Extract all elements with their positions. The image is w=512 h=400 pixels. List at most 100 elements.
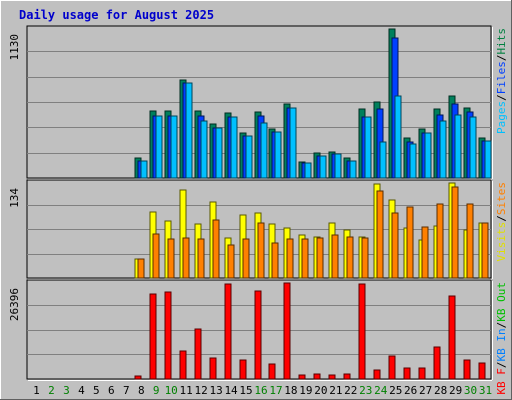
bar-sites-day-13 [212, 219, 220, 279]
bar-kb-f-day-21 [328, 374, 336, 380]
bar-pages-day-13 [215, 127, 223, 179]
bar-pages-day-25 [394, 95, 402, 179]
bars [134, 28, 492, 179]
bar-sites-day-17 [271, 242, 279, 279]
bar-sites-day-21 [331, 234, 339, 279]
bar-kb-f-day-13 [209, 357, 217, 380]
bar-kb-f-day-25 [388, 355, 396, 380]
y-max-label: 1130 [8, 34, 21, 61]
x-tick-label: 24 [374, 384, 388, 397]
bar-sites-day-11 [182, 237, 190, 279]
bar-pages-day-17 [274, 131, 282, 179]
x-tick-label: 4 [78, 384, 85, 397]
chart-title: Daily usage for August 2025 [19, 8, 214, 22]
x-tick-label: 9 [153, 384, 160, 397]
x-tick-label: 21 [329, 384, 342, 397]
bar-sites-day-15 [242, 238, 250, 279]
bar-kb-f-day-18 [283, 282, 291, 380]
x-tick-label: 20 [314, 384, 327, 397]
bar-pages-day-21 [334, 153, 342, 179]
legend: Pages/Files/Hits [495, 28, 508, 134]
bar-pages-day-23 [364, 116, 372, 179]
bar-pages-day-27 [424, 132, 432, 179]
legend-entry: / [495, 215, 508, 222]
bar-kb-f-day-29 [448, 295, 456, 380]
bar-sites-day-22 [346, 236, 354, 279]
bar-pages-day-31 [484, 140, 492, 179]
bar-pages-day-11 [185, 82, 193, 179]
bar-sites-day-9 [152, 233, 160, 279]
x-tick-label: 6 [108, 384, 115, 397]
legend-entry: / [495, 55, 508, 62]
bar-kb-f-day-8 [134, 375, 142, 380]
bar-pages-day-20 [319, 155, 327, 179]
bar-sites-day-28 [436, 203, 444, 279]
legend: KB F/KB In/KB Out [495, 282, 508, 395]
bar-sites-day-23 [361, 237, 369, 279]
y-max-label: 26396 [8, 288, 21, 321]
legend: Visits/Sites [495, 182, 508, 262]
bar-sites-day-25 [391, 212, 399, 279]
bar-kb-f-day-16 [254, 290, 262, 380]
x-tick-label: 13 [209, 384, 222, 397]
bar-kb-f-day-23 [358, 283, 366, 380]
bars [134, 282, 486, 380]
bar-pages-day-28 [439, 120, 447, 179]
x-tick-label: 16 [254, 384, 267, 397]
bar-kb-f-day-30 [463, 359, 471, 380]
y-max-label: 134 [8, 188, 21, 208]
chart-panels: 1130Pages/Files/Hits134Visits/Sites26396… [8, 25, 508, 395]
bar-pages-day-22 [349, 160, 357, 179]
bar-kb-f-day-14 [224, 283, 232, 380]
x-tick-label: 5 [93, 384, 100, 397]
bar-kb-f-day-19 [298, 374, 306, 380]
x-tick-label: 31 [479, 384, 492, 397]
bar-kb-f-day-9 [149, 293, 157, 380]
bar-sites-day-8 [137, 258, 145, 279]
bar-pages-day-9 [155, 115, 163, 179]
legend-entry: Pages [495, 101, 508, 134]
x-tick-label: 7 [123, 384, 130, 397]
legend-entry: / [495, 322, 508, 329]
legend-entry: KB Out [495, 282, 508, 322]
bar-sites-day-27 [421, 226, 429, 279]
bar-sites-day-30 [466, 203, 474, 279]
bar-kb-f-day-11 [179, 350, 187, 380]
bar-sites-day-29 [451, 186, 459, 279]
bar-kb-f-day-15 [239, 359, 247, 380]
bar-sites-day-31 [481, 222, 489, 279]
bar-pages-day-16 [260, 122, 268, 179]
x-tick-label: 26 [404, 384, 417, 397]
x-tick-label: 30 [464, 384, 477, 397]
x-tick-label: 8 [138, 384, 145, 397]
x-tick-label: 11 [180, 384, 193, 397]
bar-pages-day-14 [230, 116, 238, 179]
legend-entry: Sites [495, 182, 508, 215]
bar-kb-f-day-12 [194, 328, 202, 380]
bar-pages-day-15 [245, 135, 253, 179]
x-tick-label: 17 [269, 384, 282, 397]
x-tick-label: 2 [48, 384, 55, 397]
x-tick-label: 1 [33, 384, 40, 397]
x-tick-label: 14 [224, 384, 238, 397]
panel-visits: 134 Visits/Sites [8, 179, 508, 280]
bar-kb-f-day-10 [164, 291, 172, 380]
x-tick-label: 22 [344, 384, 357, 397]
legend-entry: Hits [495, 28, 508, 55]
bar-pages-day-19 [304, 162, 312, 179]
bar-pages-day-29 [454, 114, 462, 179]
bar-pages-day-8 [140, 160, 148, 179]
bar-pages-day-18 [289, 107, 297, 179]
bar-kb-f-day-28 [433, 346, 441, 380]
bar-pages-day-24 [379, 141, 387, 179]
x-tick-label: 23 [359, 384, 372, 397]
bar-sites-day-19 [301, 238, 309, 279]
x-tick-label: 3 [63, 384, 70, 397]
legend-entry: KB F [495, 368, 508, 395]
bar-sites-day-10 [167, 238, 175, 279]
bar-pages-day-26 [409, 143, 417, 179]
bar-pages-day-10 [170, 115, 178, 179]
bar-sites-day-18 [286, 238, 294, 279]
